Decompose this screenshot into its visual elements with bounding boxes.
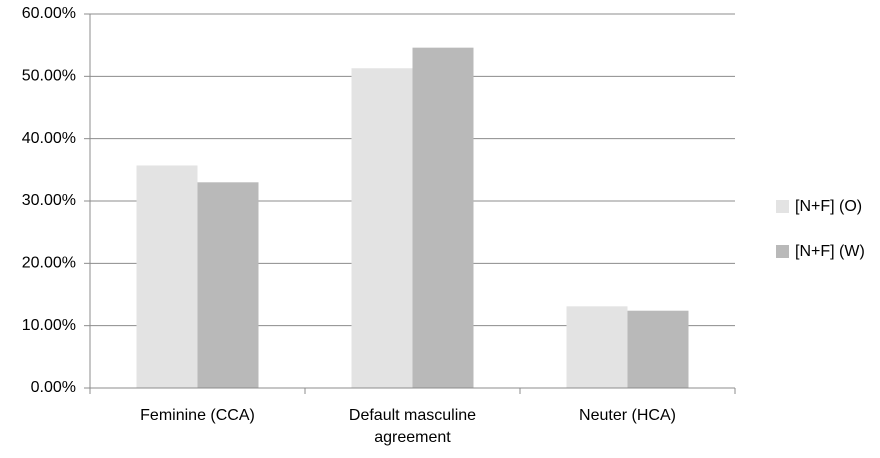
x-tick-label: Neuter (HCA): [579, 407, 676, 424]
y-tick-label: 0.00%: [31, 379, 76, 396]
y-tick-label: 40.00%: [22, 130, 76, 147]
legend-label: [N+F] (W): [795, 243, 865, 260]
legend-swatch: [776, 200, 789, 213]
y-tick-label: 60.00%: [22, 5, 76, 22]
y-tick-label: 30.00%: [22, 192, 76, 209]
x-tick-label: Default masculine agreement: [348, 407, 477, 446]
y-tick-label: 10.00%: [22, 317, 76, 334]
legend-label: [N+F] (O): [795, 198, 862, 215]
bar: [197, 182, 259, 388]
legend-swatch: [776, 245, 789, 258]
bar: [351, 68, 413, 388]
bar: [566, 306, 628, 388]
y-tick-label: 20.00%: [22, 255, 76, 272]
x-tick-label: Feminine (CCA): [140, 407, 255, 424]
bar: [412, 47, 474, 388]
y-tick-label: 50.00%: [22, 68, 76, 85]
bar: [136, 165, 198, 388]
bar: [627, 310, 689, 388]
